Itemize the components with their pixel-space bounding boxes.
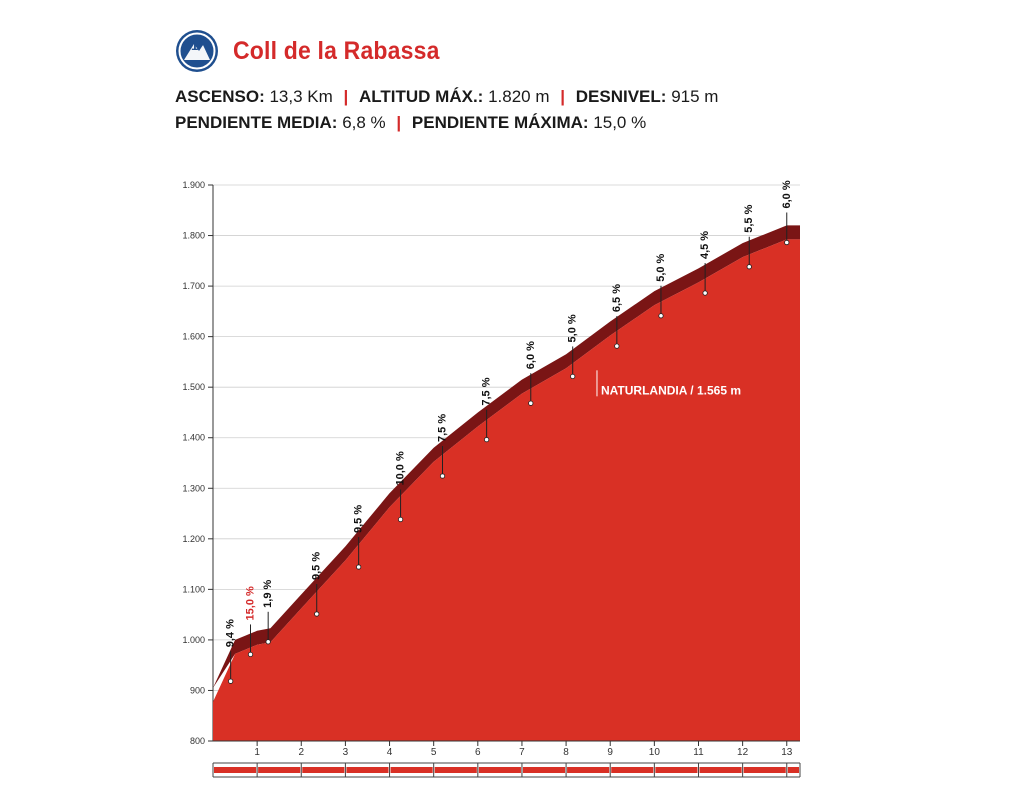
gradient-label: 9,5 % [353,505,365,533]
stat-value-desnivel: 915 m [671,87,719,106]
x-tick-label: 8 [563,747,569,758]
stat-value-ascenso: 13,3 Km [269,87,333,106]
x-tick-label: 12 [737,747,749,758]
km-bar-segment [214,767,257,773]
gradient-marker-dot [570,373,576,380]
km-bar-segment [258,767,301,773]
km-bar-segment [390,767,433,773]
stat-value-pendiente-maxima: 15,0 % [593,113,647,132]
km-bar-segment [787,767,799,773]
x-tick-label: 10 [649,747,661,758]
y-tick-label: 1.000 [182,635,205,645]
y-tick-label: 900 [190,685,205,695]
gradient-label: 9,4 % [225,619,237,647]
stat-separator: | [396,113,402,132]
km-bar-segment [302,767,345,773]
gradient-label: 9,5 % [311,552,323,580]
x-tick-label: 5 [431,747,437,758]
gradient-marker-dot [528,400,534,406]
km-bar-segment [522,767,566,773]
stat-label-desnivel: DESNIVEL: [575,87,667,106]
x-tick-label: 4 [387,747,393,758]
gradient-label: 7,5 % [481,377,493,405]
title-row: 1ª Coll de la Rabassa [175,28,718,74]
gradient-label: 15,0 % [245,586,257,620]
gradient-marker-dot [439,473,446,479]
annotations: NATURLANDIA / 1.565 m [596,370,741,397]
stat-value-pendiente-media: 6,8 % [342,113,386,132]
gradient-marker-dot [614,343,620,349]
stat-label-altitud-max: ALTITUD MÁX.: [359,87,484,106]
category-1-badge-icon: 1ª [176,30,218,72]
profile-layer [213,225,800,741]
stat-label-pendiente-maxima: PENDIENTE MÁXIMA: [411,113,589,132]
y-tick-label: 1.900 [182,180,205,190]
climb-header: 1ª Coll de la Rabassa ASCENSO: 13,3 Km |… [175,28,718,136]
gradient-label: 6,5 % [611,284,623,312]
y-tick-label: 1.500 [182,382,205,392]
category-badge-text: 1ª [191,38,203,53]
x-tick-label: 6 [475,747,481,758]
x-tick-label: 11 [693,747,704,758]
km-bar-segment [699,767,742,773]
x-tick-label: 7 [519,747,525,758]
km-bar-segment [478,767,521,773]
gradient-label: 10,0 % [395,451,407,485]
stats-line-1: ASCENSO: 13,3 Km | ALTITUD MÁX.: 1.820 m… [175,84,718,110]
gradient-label: 5,0 % [655,253,667,281]
x-axis: 1 2 3 4 5 6 7 8 9 10 11 12 13 [213,740,800,758]
stat-value-altitud-max: 1.820 m [488,87,550,106]
gradient-marker-dot [784,239,790,246]
x-tick-label: 3 [343,747,349,758]
y-tick-label: 1.100 [182,584,205,594]
gradient-label: 5,0 % [567,314,579,342]
gradient-marker-dot [314,611,320,617]
stat-label-pendiente-media: PENDIENTE MEDIA: [175,113,338,132]
gradient-marker-dot [356,564,362,570]
y-tick-label: 1.700 [182,281,205,291]
km-bar-segment [567,767,610,773]
km-bar-segment [434,767,477,773]
stat-separator: | [560,87,566,106]
gradient-label: 5,5 % [743,204,755,232]
km-bar-segment [655,767,698,773]
gradient-marker-dot [397,516,404,523]
gradient-label: 7,5 % [437,414,449,442]
profile-area [213,239,800,741]
gradient-marker-dot [746,264,752,270]
x-tick-label: 9 [607,747,613,758]
gradient-marker-dot [265,639,271,645]
y-tick-label: 1.400 [182,433,205,443]
annotation-label: NATURLANDIA / 1.565 m [601,383,741,397]
climb-title: Coll de la Rabassa [233,36,440,65]
stat-separator: | [343,87,349,106]
gradient-label: 6,0 % [781,180,793,208]
y-tick-label: 800 [190,736,205,746]
stats-line-2: PENDIENTE MEDIA: 6,8 % | PENDIENTE MÁXIM… [175,110,718,136]
gradient-label: 4,5 % [699,231,711,259]
gradient-marker-dot [702,290,708,296]
gradient-marker-dot [247,651,254,658]
gradient-markers: 9,4 % 15,0 % 1,9 % 9,5 % 9,5 % 10,0 % 7,5 % 7,5… [225,180,793,684]
y-axis: 800 900 1.000 1.100 1.200 1.300 1.400 1.500 1.60… [182,180,214,746]
gradient-label: 6,0 % [525,341,537,369]
gradient-marker-dot [484,437,490,443]
gradient-label: 1,9 % [262,579,274,607]
x-tick-label: 13 [781,747,793,758]
gradient-marker-dot [658,313,664,319]
stat-label-ascenso: ASCENSO: [175,87,265,106]
x-tick-label: 2 [298,747,304,758]
y-tick-label: 1.300 [182,483,205,493]
y-tick-label: 1.600 [182,332,205,342]
y-tick-label: 1.800 [182,231,205,241]
x-tick-label: 1 [254,747,260,758]
gradient-marker-dot [228,678,234,684]
km-bar-segment [346,767,389,773]
km-bar-segment [743,767,786,773]
km-bar-segment [611,767,654,773]
y-tick-label: 1.200 [182,534,205,544]
climb-stats: ASCENSO: 13,3 Km | ALTITUD MÁX.: 1.820 m… [175,84,718,136]
km-bar [212,762,801,778]
